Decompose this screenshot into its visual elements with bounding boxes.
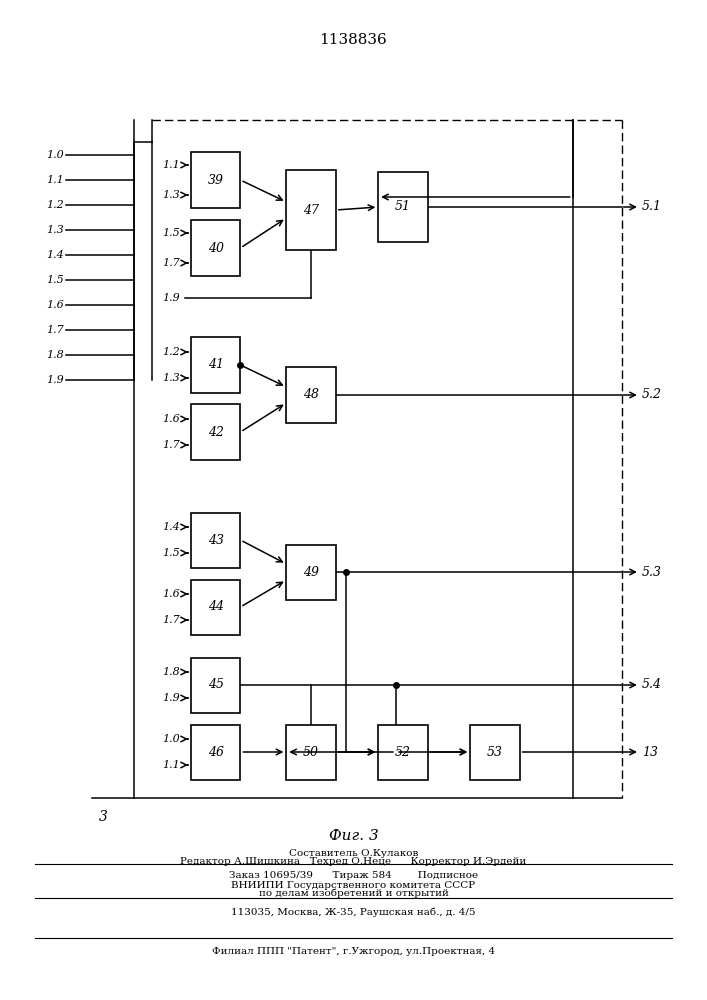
Text: 1.1: 1.1 — [46, 175, 64, 185]
Bar — [191, 152, 240, 208]
Text: 45: 45 — [208, 678, 223, 692]
Text: Заказ 10695/39      Тираж 584        Подписное: Заказ 10695/39 Тираж 584 Подписное — [229, 871, 478, 880]
Text: 1.8: 1.8 — [46, 350, 64, 360]
Text: Фиг. 3: Фиг. 3 — [329, 829, 378, 843]
Text: 1.5: 1.5 — [46, 275, 64, 285]
Text: 1.6: 1.6 — [46, 300, 64, 310]
Bar — [378, 172, 428, 242]
Bar — [286, 170, 336, 250]
Text: 41: 41 — [208, 359, 223, 371]
Text: 1.9: 1.9 — [163, 293, 180, 303]
Text: 40: 40 — [208, 241, 223, 254]
Text: 53: 53 — [487, 746, 503, 758]
Text: 1.1: 1.1 — [163, 160, 180, 170]
Text: 39: 39 — [208, 174, 223, 186]
Text: ВНИИПИ Государственного комитета СССР: ВНИИПИ Государственного комитета СССР — [231, 880, 476, 890]
Text: 52: 52 — [395, 746, 411, 758]
Bar — [191, 404, 240, 460]
Text: 5.1: 5.1 — [642, 200, 662, 214]
Text: 1.6: 1.6 — [163, 414, 180, 424]
Text: 43: 43 — [208, 534, 223, 546]
Text: 1.5: 1.5 — [163, 228, 180, 238]
Text: 1.0: 1.0 — [163, 734, 180, 744]
Text: 1.9: 1.9 — [163, 693, 180, 703]
Text: 1.4: 1.4 — [46, 250, 64, 260]
Bar — [191, 512, 240, 568]
Text: 1.5: 1.5 — [163, 548, 180, 558]
Text: 1.9: 1.9 — [46, 375, 64, 385]
Text: 1.2: 1.2 — [163, 347, 180, 357]
Bar — [378, 724, 428, 780]
Text: по делам изобретений и открытий: по делам изобретений и открытий — [259, 888, 448, 898]
Text: 49: 49 — [303, 566, 319, 578]
Text: Составитель О.Кулаков: Составитель О.Кулаков — [289, 848, 418, 857]
Text: 44: 44 — [208, 600, 223, 613]
Text: 42: 42 — [208, 426, 223, 438]
Text: 13: 13 — [642, 746, 658, 758]
Text: 1138836: 1138836 — [320, 33, 387, 47]
Text: 1.3: 1.3 — [163, 373, 180, 383]
Bar — [191, 724, 240, 780]
Text: 1.7: 1.7 — [163, 258, 180, 268]
Bar — [470, 724, 520, 780]
Text: 1.6: 1.6 — [163, 589, 180, 599]
Text: 1.4: 1.4 — [163, 522, 180, 532]
Bar — [191, 221, 240, 275]
Text: 113035, Москва, Ж-35, Раушская наб., д. 4/5: 113035, Москва, Ж-35, Раушская наб., д. … — [231, 907, 476, 917]
Bar — [191, 338, 240, 392]
Text: 50: 50 — [303, 746, 319, 758]
Text: 1.8: 1.8 — [163, 667, 180, 677]
Text: 1.0: 1.0 — [46, 150, 64, 160]
Text: 3: 3 — [99, 810, 108, 824]
Text: 5.4: 5.4 — [642, 678, 662, 692]
Text: Редактор А.Шишкина   Техред О.Неце      Корректор И.Эрдейи: Редактор А.Шишкина Техред О.Неце Коррект… — [180, 857, 527, 866]
Text: 51: 51 — [395, 200, 411, 214]
Bar — [286, 544, 336, 600]
Bar — [191, 658, 240, 712]
Text: 1.7: 1.7 — [46, 325, 64, 335]
Text: 1.3: 1.3 — [163, 190, 180, 200]
Text: 5.2: 5.2 — [642, 388, 662, 401]
Bar — [286, 724, 336, 780]
Text: 1.2: 1.2 — [46, 200, 64, 210]
Text: 47: 47 — [303, 204, 319, 217]
Text: 5.3: 5.3 — [642, 566, 662, 578]
Text: Филиал ППП "Патент", г.Ужгород, ул.Проектная, 4: Филиал ППП "Патент", г.Ужгород, ул.Проек… — [212, 948, 495, 956]
Bar — [191, 580, 240, 635]
Text: 1.7: 1.7 — [163, 615, 180, 625]
Text: 1.1: 1.1 — [163, 760, 180, 770]
Text: 1.3: 1.3 — [46, 225, 64, 235]
Text: 48: 48 — [303, 388, 319, 401]
Text: 1.7: 1.7 — [163, 440, 180, 450]
Text: 46: 46 — [208, 746, 223, 758]
Bar — [286, 367, 336, 422]
